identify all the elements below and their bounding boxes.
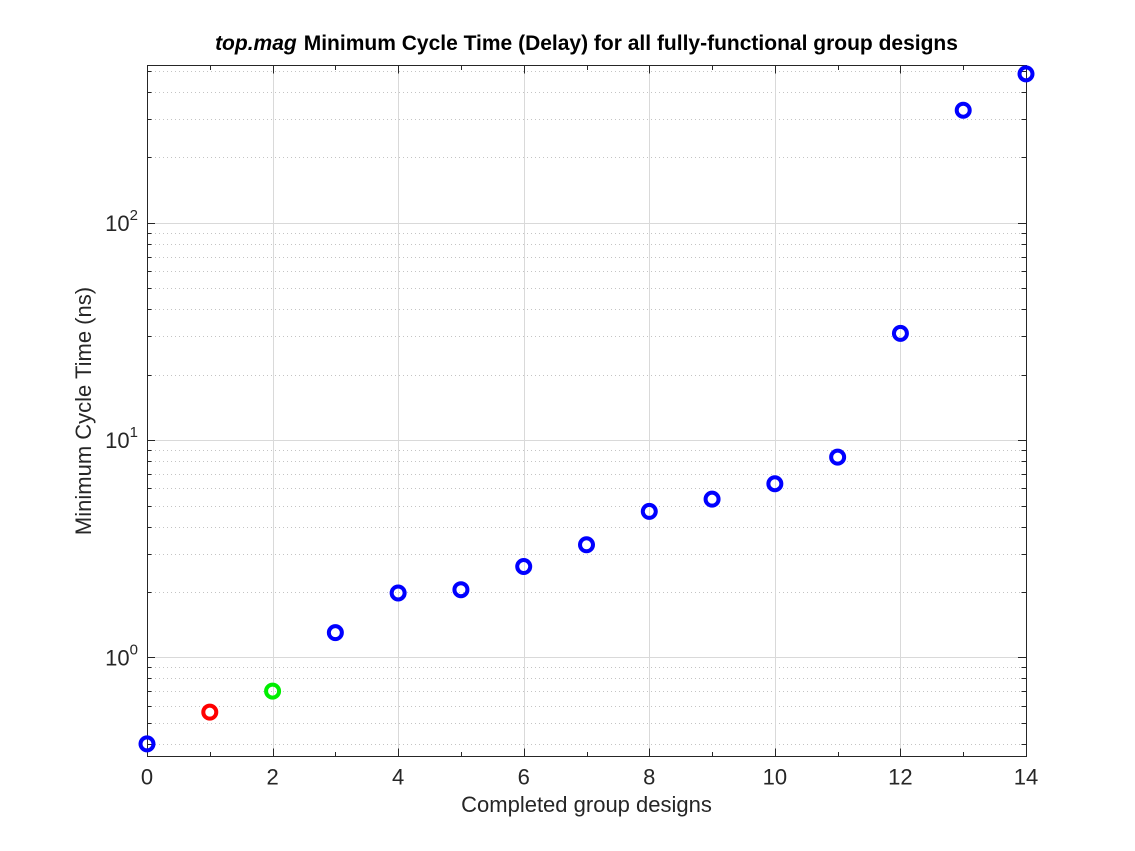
y-tick-label: 100 (105, 641, 138, 670)
data-point-x9 (703, 490, 721, 508)
data-point-x0 (138, 735, 156, 753)
x-tick-label: 6 (518, 765, 530, 790)
x-tick-label: 14 (1014, 765, 1038, 790)
data-point-x6 (515, 558, 533, 576)
chart-title: top.mag Minimum Cycle Time (Delay) for al… (147, 32, 1026, 56)
y-axis-label: Minimum Cycle Time (ns) (71, 286, 96, 536)
x-tick-label: 8 (643, 765, 655, 790)
x-tick-label: 4 (392, 765, 404, 790)
data-point-x12 (891, 324, 909, 342)
data-point-x8 (640, 502, 658, 520)
data-point-x4 (389, 584, 407, 602)
x-tick-label: 10 (763, 765, 787, 790)
data-point-x3 (326, 624, 344, 642)
data-point-x2 (264, 682, 282, 700)
data-point-x5 (452, 581, 470, 599)
y-tick-label: 101 (105, 424, 138, 453)
y-tick-label: 102 (105, 207, 138, 236)
data-point-x13 (954, 101, 972, 119)
data-point-x10 (766, 475, 784, 493)
axes-box (147, 65, 1027, 757)
chart-title-text: Minimum Cycle Time (Delay) for all fully… (303, 32, 958, 55)
chart-title-prefix: top.mag (215, 32, 297, 55)
x-tick-label: 0 (141, 765, 153, 790)
x-tick-label: 12 (888, 765, 912, 790)
data-point-x14 (1017, 65, 1035, 83)
data-point-x7 (578, 536, 595, 554)
data-point-x1 (201, 703, 219, 721)
x-axis-label: Completed group designs (461, 792, 712, 817)
data-point-x11 (829, 448, 847, 466)
x-tick-label: 2 (266, 765, 278, 790)
